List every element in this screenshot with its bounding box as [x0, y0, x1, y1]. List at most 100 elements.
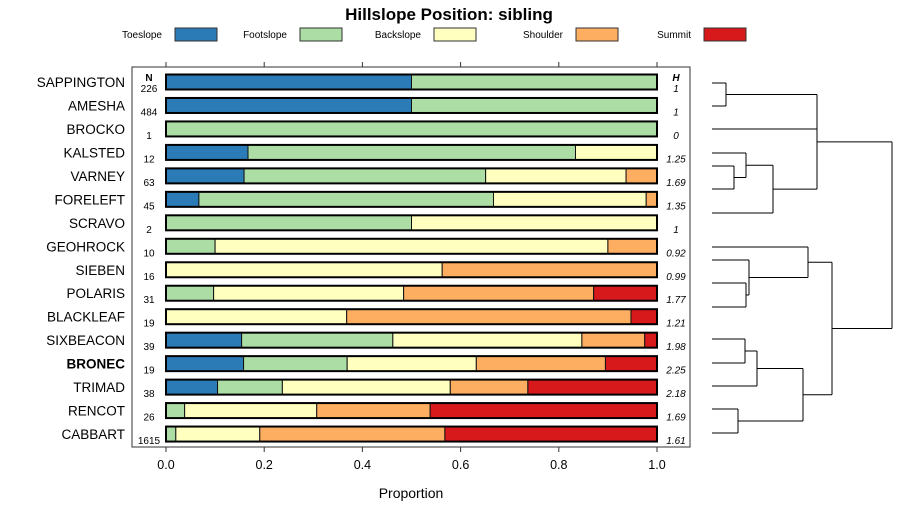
bar-segment-backslope — [574, 144, 658, 161]
bar-segment-shoulder — [441, 261, 658, 278]
bar-segment-toeslope — [165, 332, 243, 349]
bar-segment-footslope — [217, 379, 283, 396]
bar-segment-shoulder — [581, 332, 646, 349]
plot-panel — [131, 66, 691, 448]
row-label: SCRAVO — [69, 216, 125, 231]
h-value: 1.69 — [666, 413, 686, 424]
h-value: 1.21 — [666, 319, 685, 330]
bar-outline — [165, 143, 658, 161]
n-value: 38 — [143, 389, 155, 400]
x-tick-label: 0.2 — [256, 458, 273, 472]
n-value: 1615 — [138, 436, 161, 447]
bar-segment-summit — [527, 379, 658, 396]
bar-segment-backslope — [392, 332, 583, 349]
bar-outline — [165, 73, 658, 91]
bar-segment-footslope — [247, 144, 576, 161]
row-label: SIEBEN — [75, 263, 125, 278]
h-value: 0.99 — [666, 272, 686, 283]
bar-segment-toeslope — [165, 97, 412, 114]
bar-segment-toeslope — [165, 191, 200, 208]
bar-outline — [165, 355, 658, 373]
bar-outline — [165, 308, 658, 326]
bar-segment-shoulder — [316, 402, 431, 419]
bar-segment-footslope — [165, 214, 412, 231]
bar-segment-summit — [444, 426, 658, 443]
bar-segment-shoulder — [449, 379, 529, 396]
n-value: 10 — [143, 248, 155, 259]
legend-label: Shoulder — [523, 30, 564, 41]
bar-segment-backslope — [184, 402, 318, 419]
n-value: 1 — [146, 131, 152, 142]
row-label: POLARIS — [66, 286, 125, 301]
legend-label: Summit — [657, 30, 691, 41]
bar-row: BLACKLEAF 19 1.21 — [47, 308, 686, 330]
x-axis: 0.0 0.2 0.4 0.6 0.8 1.0 — [157, 62, 666, 472]
h-value: 1.77 — [666, 295, 686, 306]
n-value: 12 — [143, 154, 155, 165]
bar-row: FORELEFT 45 1.35 — [54, 190, 686, 212]
h-value: 1.25 — [666, 154, 686, 165]
bar-outline — [165, 190, 658, 208]
h-value: 1.61 — [666, 436, 685, 447]
legend-swatch — [174, 27, 218, 42]
bar-segment-summit — [593, 285, 658, 302]
bar-row: TRIMAD 38 2.18 — [73, 378, 686, 400]
h-value: 1 — [673, 84, 679, 95]
row-label: TRIMAD — [73, 380, 125, 395]
row-label: SAPPINGTON — [37, 75, 125, 90]
bar-segment-shoulder — [346, 308, 632, 325]
x-tick-label: 0.4 — [354, 458, 371, 472]
bar-row: GEOHROCK 10 0.92 — [46, 237, 686, 259]
bar-row: BRONEC 19 2.25 — [66, 355, 686, 377]
legend-label: Toeslope — [122, 30, 162, 41]
n-value: 26 — [143, 413, 155, 424]
bar-segment-shoulder — [645, 191, 658, 208]
n-header: N — [145, 73, 152, 84]
legend: Toeslope Footslope Backslope Shoulder Summit — [122, 27, 747, 42]
bar-segment-backslope — [485, 167, 627, 184]
n-value: 31 — [143, 295, 155, 306]
bar-segment-footslope — [198, 191, 494, 208]
legend-swatch — [299, 27, 343, 42]
n-value: 39 — [143, 342, 155, 353]
bar-segment-footslope — [165, 285, 215, 302]
h-value: 2.25 — [665, 366, 686, 377]
h-value: 1.98 — [666, 342, 686, 353]
bar-segment-backslope — [213, 285, 405, 302]
bar-segment-shoulder — [403, 285, 595, 302]
bar-segment-toeslope — [165, 144, 249, 161]
h-value: 0 — [673, 131, 679, 142]
bar-segment-toeslope — [165, 355, 245, 372]
bar-outline — [165, 96, 658, 114]
x-axis-label: Proportion — [379, 485, 444, 501]
x-tick-label: 0.8 — [550, 458, 567, 472]
n-value: 63 — [143, 178, 155, 189]
bar-outline — [165, 214, 658, 232]
row-label: BRONEC — [66, 357, 125, 372]
n-value: 19 — [143, 366, 155, 377]
bar-segment-footslope — [165, 426, 177, 443]
bar-segment-footslope — [411, 74, 658, 90]
bar-outline — [165, 284, 658, 302]
bar-segment-footslope — [165, 238, 216, 255]
row-label: VARNEY — [70, 169, 125, 184]
row-label: SIXBEACON — [46, 333, 125, 348]
bar-segment-backslope — [175, 426, 261, 443]
n-value: 484 — [141, 107, 158, 118]
bar-segment-backslope — [411, 214, 658, 231]
n-value: 45 — [143, 201, 155, 212]
bar-outline — [165, 331, 658, 349]
h-header: H — [672, 73, 680, 84]
bar-row: KALSTED 12 1.25 — [63, 143, 686, 165]
h-value: 1 — [673, 225, 679, 236]
bar-segment-summit — [630, 308, 658, 325]
row-label: KALSTED — [63, 145, 125, 160]
bar-segment-shoulder — [259, 426, 446, 443]
h-value: 1.69 — [666, 178, 686, 189]
h-value: 0.92 — [666, 248, 686, 259]
legend-swatch — [575, 27, 619, 42]
bar-outline — [165, 261, 658, 279]
x-tick-label: 0.0 — [157, 458, 174, 472]
bar-row: VARNEY 63 1.69 — [70, 167, 686, 189]
